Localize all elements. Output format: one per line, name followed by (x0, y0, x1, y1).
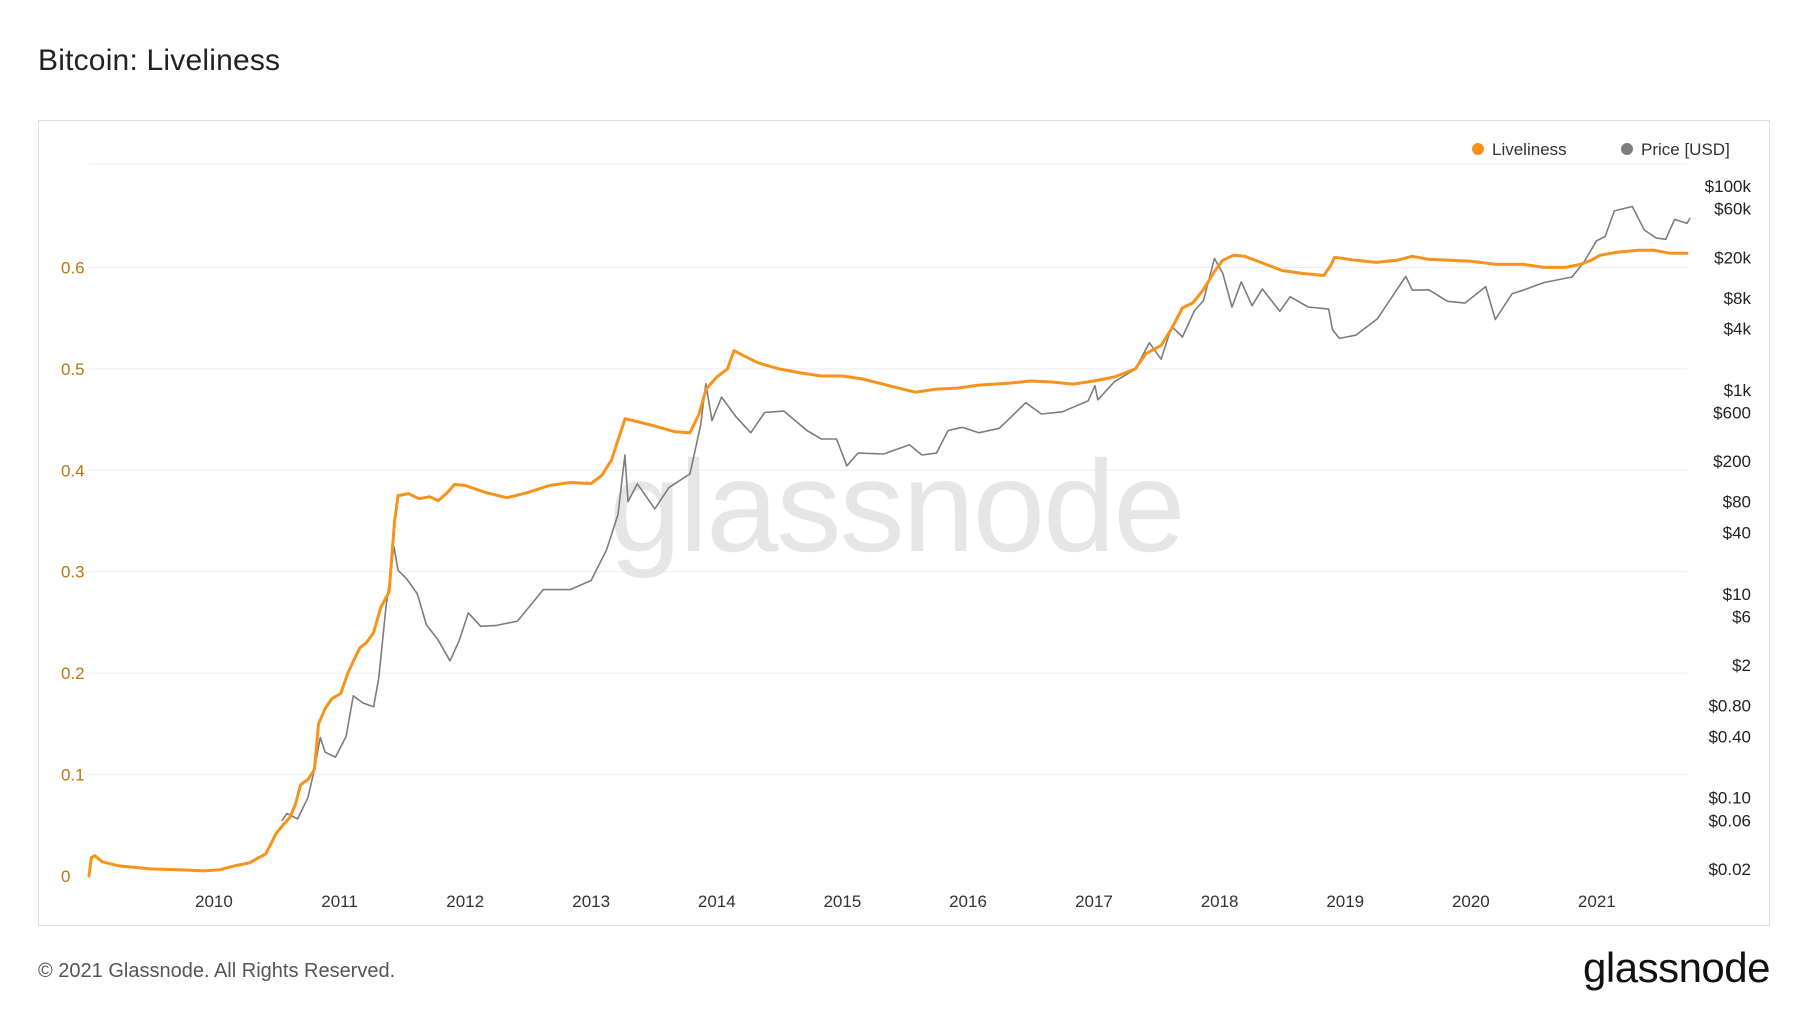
right-tick-label: $4k (1724, 320, 1752, 339)
right-tick-label: $40 (1723, 523, 1751, 542)
x-tick-label: 2012 (446, 892, 484, 911)
legend-marker-price (1621, 143, 1633, 155)
liveliness-line (87, 248, 1689, 878)
right-tick-label: $200 (1713, 452, 1751, 471)
right-tick-label: $1k (1724, 381, 1752, 400)
x-tick-label: 2021 (1578, 892, 1616, 911)
left-axis: 0 0.1 0.2 0.3 0.4 0.5 0.6 (61, 258, 85, 886)
grid-lines (89, 163, 1687, 776)
right-tick-label: $60k (1714, 200, 1751, 219)
x-tick-label: 2014 (698, 892, 736, 911)
x-axis: 2010 2011 2012 2013 2014 2015 2016 2017 2018 2019… (195, 892, 1616, 911)
left-tick-label: 0.6 (61, 258, 85, 277)
glassnode-logo: glassnode (1583, 944, 1770, 991)
right-tick-label: $0.10 (1708, 789, 1751, 808)
right-tick-label: $80 (1723, 493, 1751, 512)
legend-marker-liveliness (1472, 143, 1484, 155)
series-layer (87, 205, 1691, 878)
right-tick-label: $600 (1713, 404, 1751, 423)
x-tick-label: 2013 (572, 892, 610, 911)
right-tick-label: $0.06 (1708, 811, 1751, 830)
x-tick-label: 2019 (1326, 892, 1364, 911)
x-tick-label: 2015 (823, 892, 861, 911)
chart-canvas: glassnode 00.10.20.30.40.50.6 $100k$60k$… (61, 140, 1752, 911)
right-tick-label: $0.80 (1708, 697, 1751, 716)
left-tick-label: 0.3 (61, 563, 85, 582)
right-tick-label: $2 (1732, 656, 1751, 675)
x-tick-label: 2016 (949, 892, 987, 911)
x-tick-label: 2010 (195, 892, 233, 911)
left-tick-label: 0.5 (61, 360, 85, 379)
right-tick-label: $0.40 (1708, 727, 1751, 746)
watermark: glassnode (609, 433, 1184, 579)
left-tick-label: 0.4 (61, 461, 85, 480)
chart-title: Bitcoin: Liveliness (38, 44, 281, 77)
legend-label-liveliness: Liveliness (1492, 140, 1567, 159)
x-tick-label: 2020 (1452, 892, 1490, 911)
right-axis: $100k $60k $20k $8k $4k $1k $600 $200 $80 $40 $10 $… (1705, 177, 1752, 879)
right-tick-label: $0.02 (1708, 860, 1751, 879)
copyright-text: © 2021 Glassnode. All Rights Reserved. (38, 960, 396, 982)
x-tick-label: 2017 (1075, 892, 1113, 911)
price-line (281, 205, 1691, 822)
left-tick-label: 0 (61, 867, 70, 886)
x-tick-label: 2011 (321, 892, 358, 911)
left-tick-label: 0.2 (61, 664, 85, 683)
legend-label-price: Price [USD] (1641, 140, 1730, 159)
left-tick-label: 0.1 (61, 766, 85, 785)
right-tick-label: $100k (1705, 177, 1752, 196)
chart-panel: glassnode 0 0.1 0.2 0.3 0.4 0.5 0.6 $100k $60k $… (38, 120, 1770, 926)
right-tick-label: $10 (1723, 585, 1751, 604)
right-tick-label: $20k (1714, 248, 1751, 267)
right-tick-label: $6 (1732, 607, 1751, 626)
right-tick-label: $8k (1724, 289, 1752, 308)
x-tick-label: 2018 (1201, 892, 1239, 911)
legend: Liveliness Price [USD] (1472, 140, 1730, 159)
